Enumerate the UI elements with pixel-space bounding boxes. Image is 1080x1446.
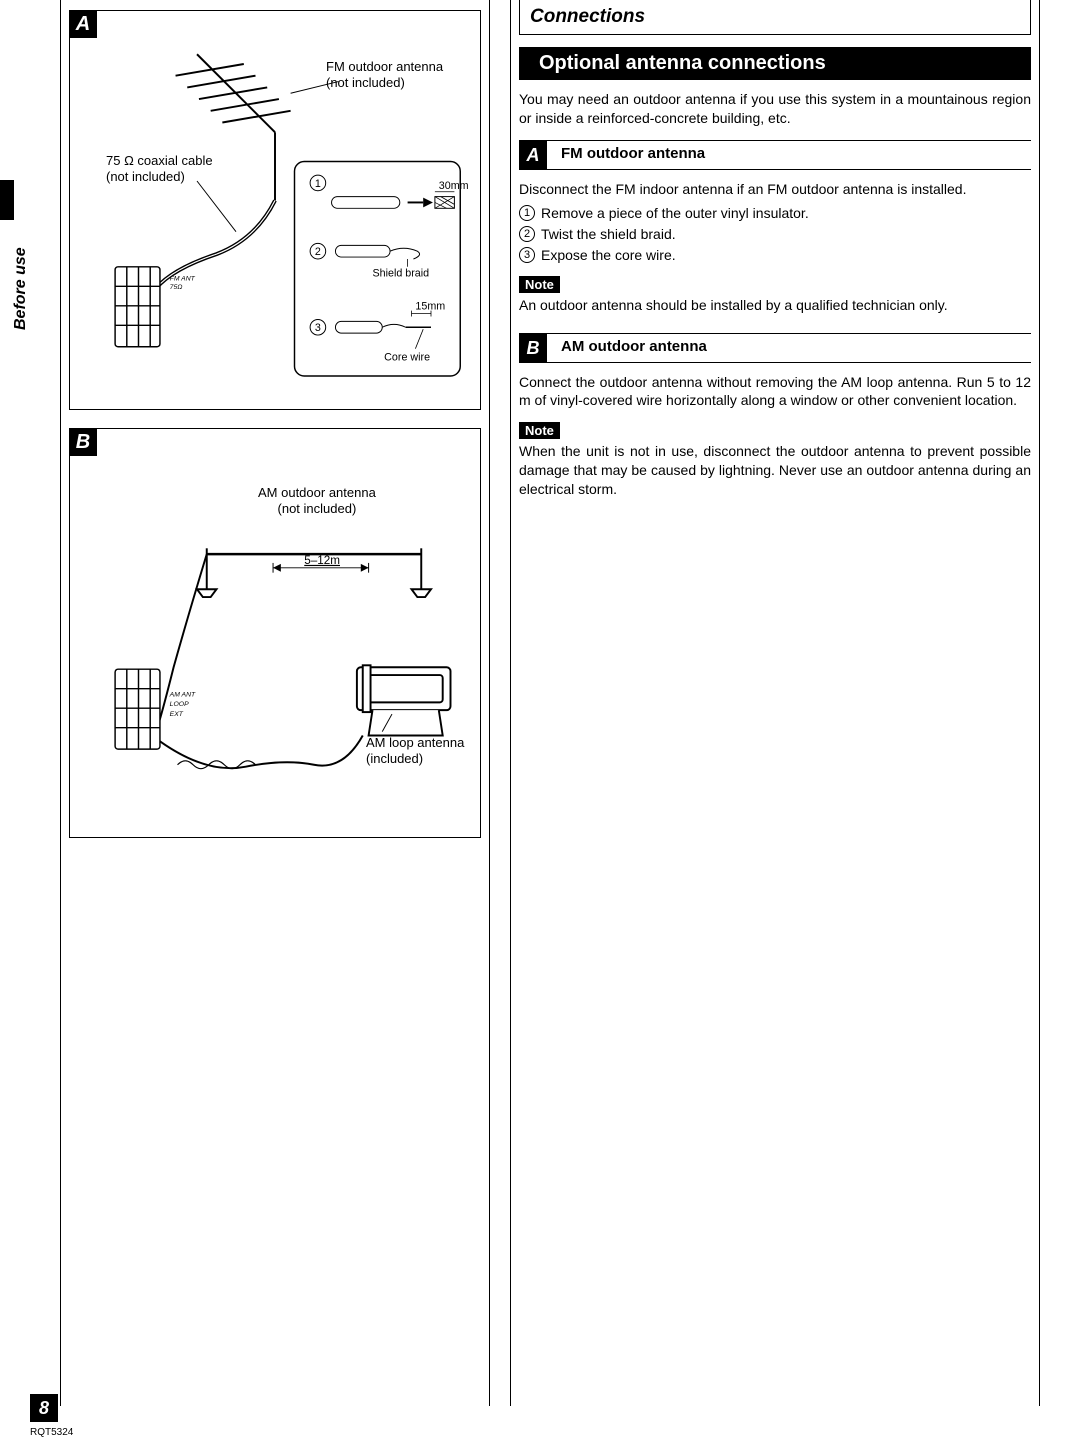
- diagram-a-badge: A: [69, 10, 97, 38]
- diagram-b-badge: B: [69, 428, 97, 456]
- step-text: Twist the shield braid.: [541, 224, 676, 245]
- diagram-a: A: [69, 10, 481, 410]
- label-coax: 75 Ω coaxial cable (not included): [106, 153, 213, 186]
- section-a-lead: Disconnect the FM indoor antenna if an F…: [519, 180, 1031, 199]
- header-title: Connections: [530, 6, 1020, 28]
- svg-text:2: 2: [315, 246, 321, 258]
- label-am-loop: AM loop antenna (included): [366, 735, 464, 768]
- svg-text:75Ω: 75Ω: [170, 284, 183, 291]
- svg-text:1: 1: [315, 178, 321, 190]
- label-fm-outdoor: FM outdoor antenna (not included): [326, 59, 443, 92]
- step-number-icon: 2: [519, 226, 535, 242]
- note-badge: Note: [519, 276, 560, 293]
- step-item: 2 Twist the shield braid.: [519, 224, 1031, 245]
- svg-text:EXT: EXT: [170, 711, 184, 718]
- step-number-icon: 1: [519, 205, 535, 221]
- svg-text:3: 3: [315, 322, 321, 334]
- section-a-note: Note An outdoor antenna should be instal…: [519, 276, 1031, 315]
- side-tab-marker: [0, 180, 14, 220]
- note-text: When the unit is not in use, disconnect …: [519, 442, 1031, 499]
- section-b-lead: Connect the outdoor antenna without remo…: [519, 373, 1031, 411]
- section-a-heading: A FM outdoor antenna: [519, 140, 1031, 170]
- page-number: 8: [30, 1394, 58, 1422]
- page-content: A: [60, 0, 1040, 1406]
- note-badge: Note: [519, 422, 560, 439]
- header-box: Connections: [519, 0, 1031, 35]
- section-banner: Optional antenna connections: [519, 47, 1031, 80]
- svg-text:LOOP: LOOP: [170, 701, 189, 708]
- svg-text:15mm: 15mm: [415, 301, 445, 313]
- right-column: Connections Optional antenna connections…: [510, 0, 1040, 1406]
- svg-text:30mm: 30mm: [439, 180, 469, 192]
- document-code: RQT5324: [30, 1427, 73, 1438]
- section-a-title: FM outdoor antenna: [547, 141, 719, 169]
- step-text: Expose the core wire.: [541, 245, 676, 266]
- left-column: A: [60, 0, 490, 1406]
- diagram-b: B 5–12m: [69, 428, 481, 838]
- side-section-label: Before use: [12, 247, 30, 330]
- svg-text:Shield braid: Shield braid: [372, 268, 429, 280]
- section-a-badge: A: [519, 141, 547, 169]
- svg-text:Core wire: Core wire: [384, 351, 430, 363]
- svg-text:FM ANT: FM ANT: [170, 275, 196, 282]
- range-text: 5–12m: [304, 554, 340, 567]
- section-a-steps: 1 Remove a piece of the outer vinyl insu…: [519, 203, 1031, 266]
- step-number-icon: 3: [519, 247, 535, 263]
- step-item: 1 Remove a piece of the outer vinyl insu…: [519, 203, 1031, 224]
- note-text: An outdoor antenna should be installed b…: [519, 296, 1031, 315]
- label-am-outdoor: AM outdoor antenna (not included): [258, 485, 376, 518]
- section-b-note: Note When the unit is not in use, discon…: [519, 422, 1031, 499]
- step-text: Remove a piece of the outer vinyl insula…: [541, 203, 809, 224]
- section-b-heading: B AM outdoor antenna: [519, 333, 1031, 363]
- section-b-title: AM outdoor antenna: [547, 334, 721, 362]
- step-item: 3 Expose the core wire.: [519, 245, 1031, 266]
- svg-text:AM ANT: AM ANT: [169, 692, 196, 699]
- intro-text: You may need an outdoor antenna if you u…: [519, 90, 1031, 128]
- section-b-badge: B: [519, 334, 547, 362]
